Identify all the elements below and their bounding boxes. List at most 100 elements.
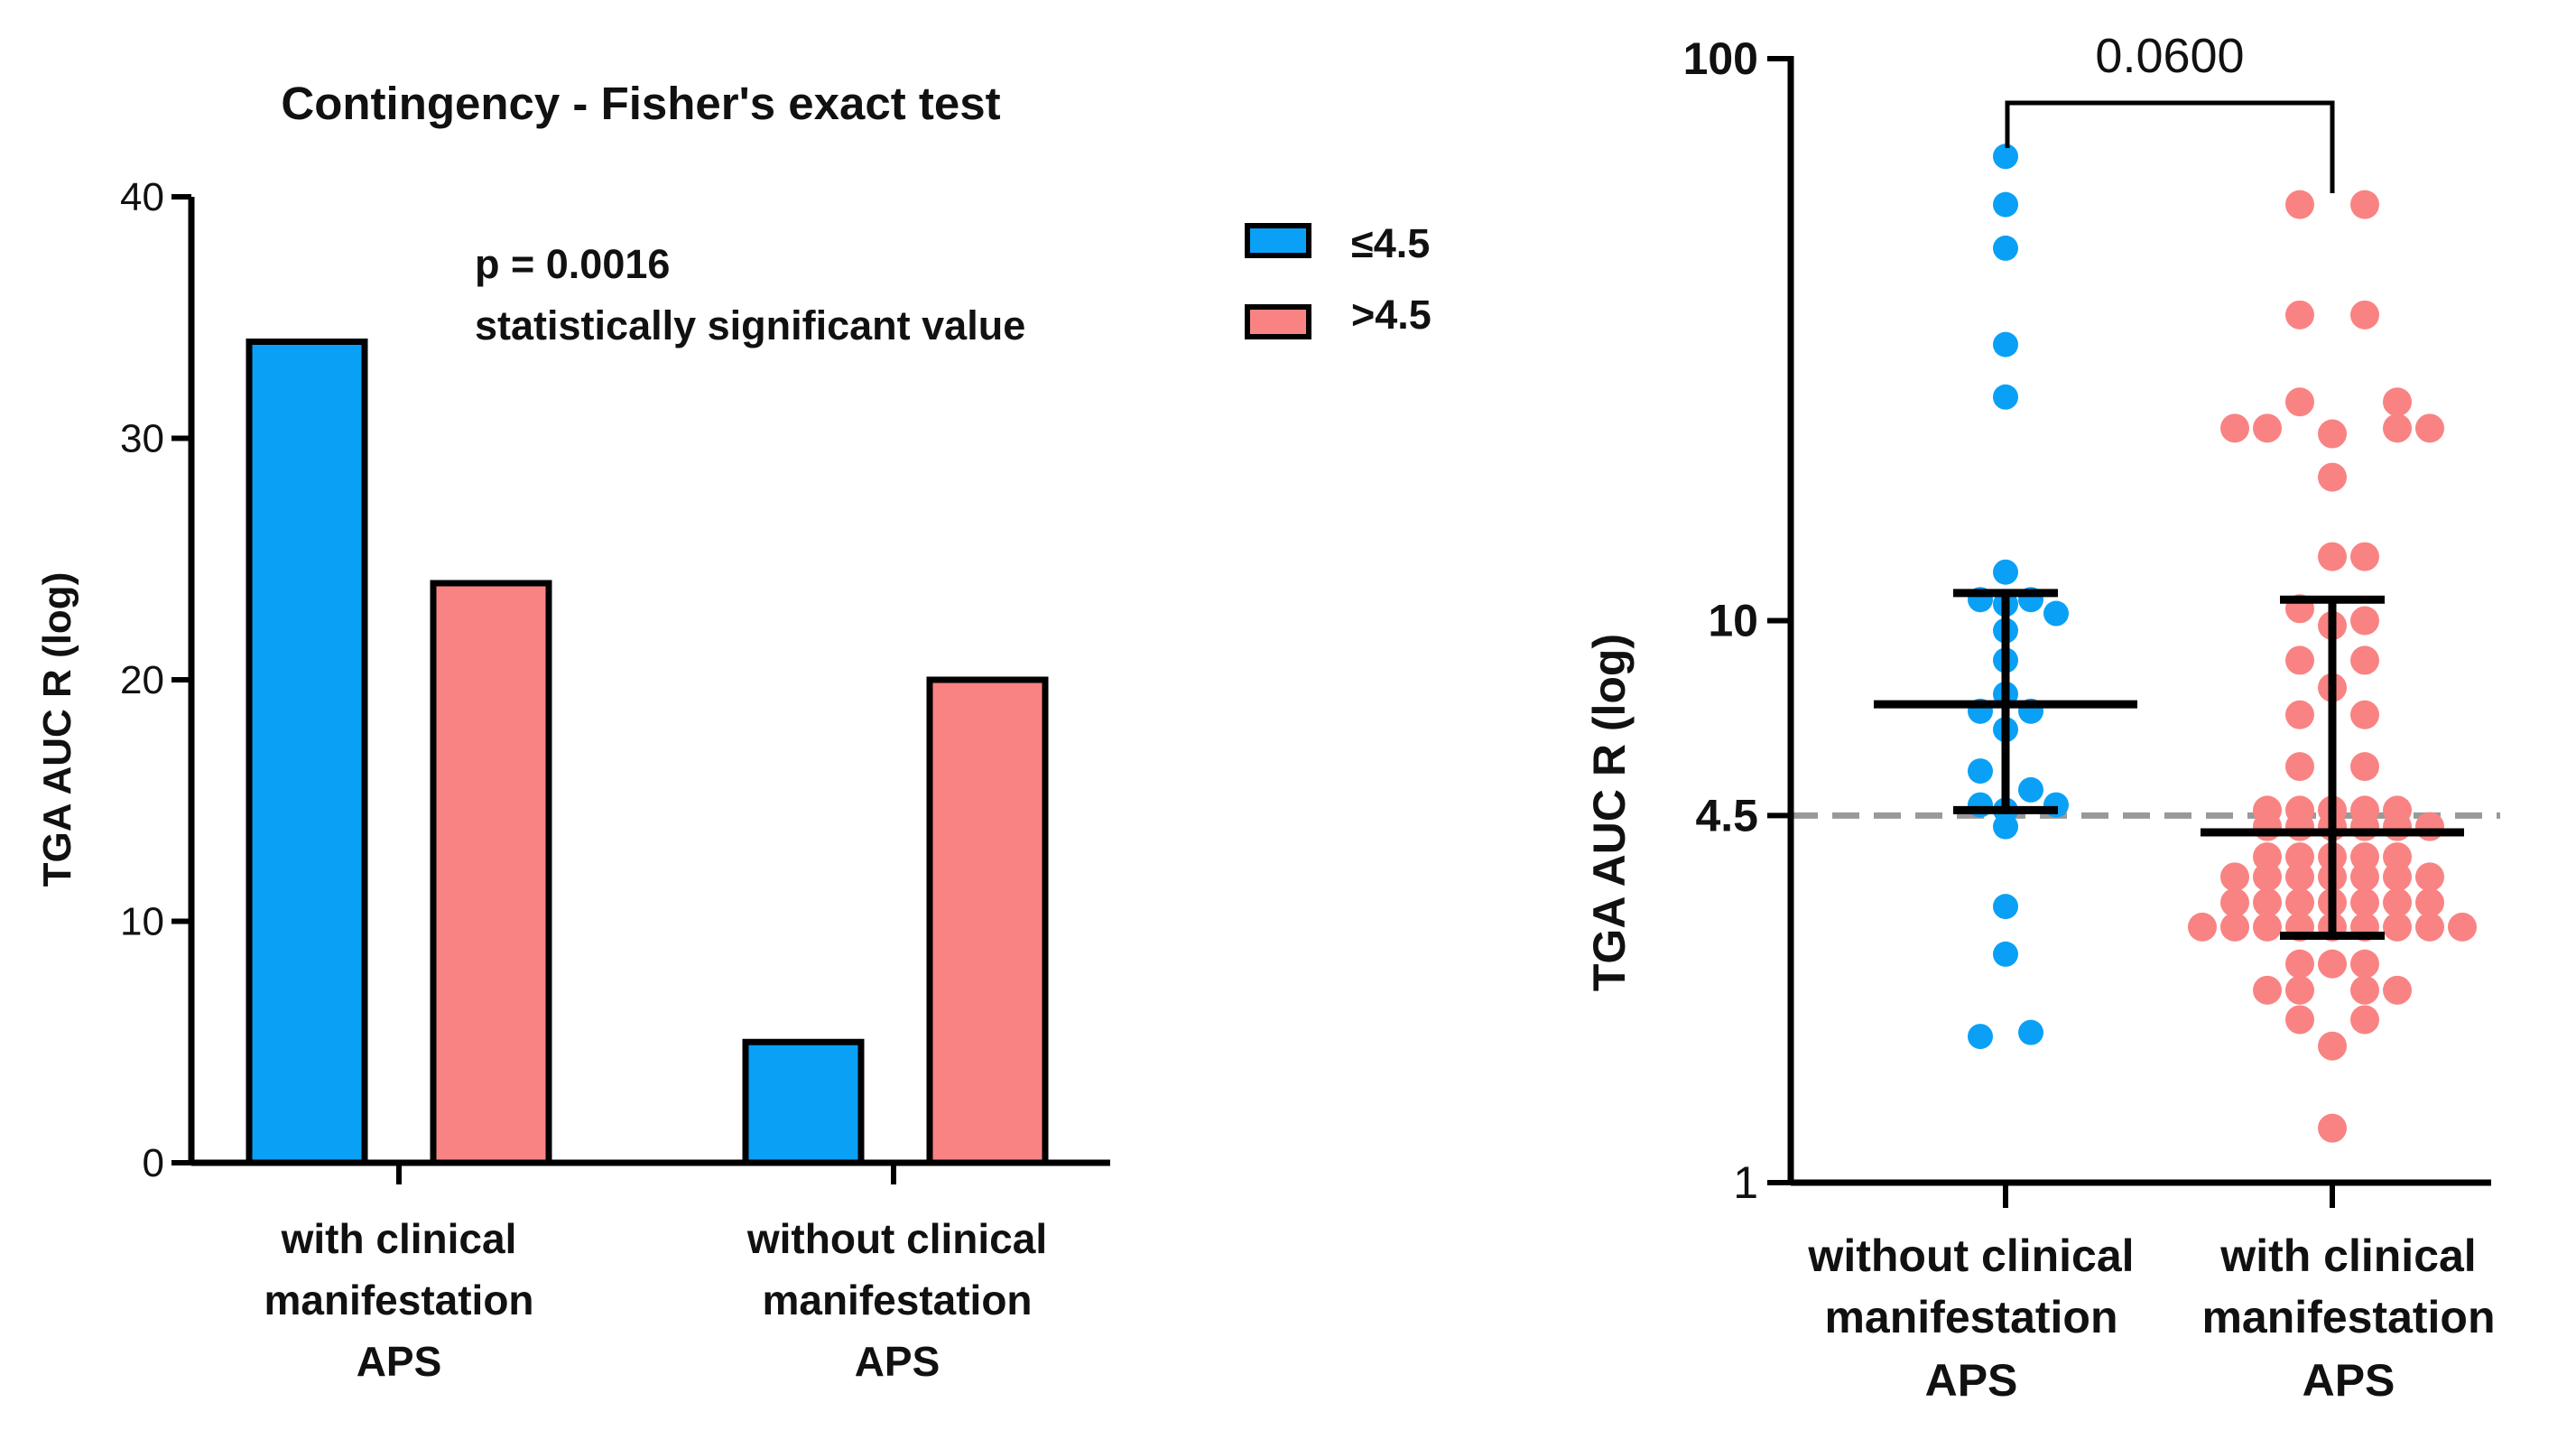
data-point — [2415, 887, 2444, 917]
data-point — [1993, 144, 2018, 170]
data-point — [2350, 542, 2379, 571]
y-tick-label: 20 — [120, 658, 164, 702]
data-point — [2253, 862, 2282, 892]
data-point — [2383, 842, 2412, 872]
bar-chart-category-label: without clinical manifestation APS — [746, 1215, 1047, 1385]
bar-low — [246, 339, 368, 1166]
data-point — [2350, 812, 2379, 841]
data-point — [2253, 975, 2282, 1005]
category-label-line: manifestation — [1824, 1292, 2117, 1342]
bar-chart-y-axis-label: TGA AUC R (log) — [35, 572, 79, 887]
y-tick-label: 10 — [120, 900, 164, 944]
data-point — [2253, 812, 2282, 841]
data-point — [2383, 862, 2412, 892]
data-point — [1993, 894, 2018, 920]
data-point — [2220, 413, 2249, 443]
data-point — [2318, 542, 2347, 571]
data-point — [2043, 600, 2069, 627]
data-point — [2383, 887, 2412, 917]
data-point — [2350, 949, 2379, 979]
data-point — [2383, 912, 2412, 942]
legend-swatch-high — [1245, 304, 1311, 339]
data-point — [2383, 387, 2412, 417]
comparison-bracket: 0.0600 — [2005, 29, 2335, 193]
data-point — [1993, 191, 2018, 218]
category-label-line: manifestation — [762, 1277, 1032, 1323]
data-point — [2350, 606, 2379, 636]
legend: ≤4.5 >4.5 — [1245, 220, 1432, 339]
data-point — [2285, 887, 2314, 917]
category-label-line: APS — [357, 1338, 442, 1385]
dot-plot-panel: TGA AUC R (log) 1 4.5 10 100 0.0600 without… — [1584, 29, 2500, 1406]
data-point — [1993, 235, 2018, 261]
bar-chart-y-ticks: 0 10 20 30 40 — [120, 175, 191, 1185]
category-label-line: manifestation — [264, 1277, 533, 1323]
comparison-p-value: 0.0600 — [2095, 29, 2244, 83]
data-point — [2018, 1019, 2043, 1045]
data-point — [2415, 413, 2444, 443]
bar-high — [430, 580, 552, 1166]
dot-plot-category-label: without clinical manifestation APS — [1807, 1230, 2134, 1406]
bar-chart-category-label: with clinical manifestation APS — [264, 1215, 533, 1385]
data-point — [2253, 887, 2282, 917]
legend-label-high: >4.5 — [1351, 292, 1432, 338]
data-point — [2285, 949, 2314, 979]
bar-chart-title: Contingency - Fisher's exact test — [281, 78, 1000, 129]
data-point — [2318, 949, 2347, 979]
y-tick-label: 1 — [1733, 1157, 1758, 1208]
y-tick-label: 0 — [143, 1141, 164, 1185]
data-point — [2318, 462, 2347, 492]
data-point — [2350, 887, 2379, 917]
dot-plot-y-axis-label: TGA AUC R (log) — [1584, 634, 1635, 991]
category-label-line: without clinical — [1807, 1230, 2134, 1281]
category-label-line: APS — [855, 1338, 941, 1385]
comparison-bracket-line — [2005, 100, 2335, 193]
data-point — [2285, 752, 2314, 782]
data-point — [2285, 387, 2314, 417]
data-point — [2350, 752, 2379, 782]
category-label-line: without clinical — [746, 1215, 1047, 1262]
bar-low — [742, 1038, 865, 1166]
bar-chart-bars — [246, 339, 1049, 1166]
bar-high — [926, 676, 1049, 1166]
data-point — [2253, 842, 2282, 872]
dot-plot-category-label: with clinical manifestation APS — [2201, 1230, 2495, 1406]
data-point — [2220, 862, 2249, 892]
legend-label-low: ≤4.5 — [1351, 220, 1430, 266]
data-point — [2220, 912, 2249, 942]
category-label-line: with clinical — [281, 1215, 517, 1262]
data-point — [2285, 645, 2314, 675]
data-point — [2285, 842, 2314, 872]
data-point — [2285, 975, 2314, 1005]
y-tick-label: 4.5 — [1695, 790, 1758, 840]
data-point — [2350, 190, 2379, 219]
category-label-line: with clinical — [2219, 1230, 2476, 1281]
p-value-text: p = 0.0016 — [475, 241, 670, 287]
y-tick-label: 40 — [120, 175, 164, 219]
data-point — [1968, 1024, 1993, 1050]
data-point — [2350, 842, 2379, 872]
data-point — [2285, 862, 2314, 892]
data-point — [2383, 975, 2412, 1005]
data-point — [2253, 413, 2282, 443]
data-point — [1993, 941, 2018, 967]
data-point — [2350, 700, 2379, 729]
data-point — [2318, 1113, 2347, 1143]
y-tick-label: 10 — [1708, 596, 1758, 646]
data-point — [2383, 413, 2412, 443]
data-point — [2285, 300, 2314, 330]
data-point — [1993, 331, 2018, 358]
data-point — [1993, 559, 2018, 585]
data-point — [1993, 384, 2018, 410]
data-point — [1993, 813, 2018, 840]
data-point — [2188, 912, 2217, 942]
data-point — [2318, 1031, 2347, 1061]
data-point — [2415, 912, 2444, 942]
y-tick-label: 100 — [1683, 33, 1758, 84]
significance-text: statistically significant value — [475, 302, 1025, 348]
legend-swatch-low — [1245, 223, 1311, 258]
data-point — [2415, 862, 2444, 892]
data-point — [2220, 887, 2249, 917]
data-point — [2318, 419, 2347, 449]
